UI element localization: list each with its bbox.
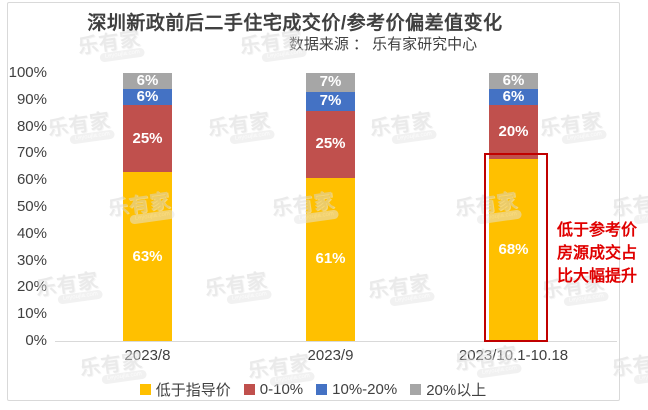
- bar-segment: [489, 158, 538, 341]
- y-axis-tick-label: 20%: [16, 278, 47, 296]
- bar-segment-value-label: 6%: [136, 72, 159, 90]
- highlight-box: [484, 153, 548, 342]
- bar-segment-value-label: 6%: [136, 88, 159, 106]
- legend-swatch: [316, 384, 328, 395]
- bar-segment: [123, 73, 172, 90]
- bar-segment: [123, 105, 172, 173]
- x-axis-category-label: 2023/8: [124, 347, 171, 364]
- x-axis-category-label: 2023/10.1-10.18: [458, 347, 569, 364]
- legend-item: 10%-20%: [316, 381, 397, 398]
- legend-label: 0-10%: [259, 381, 304, 398]
- legend-label: 10%-20%: [332, 381, 398, 398]
- y-axis-tick-label: 40%: [16, 224, 47, 242]
- y-axis-tick-label: 0%: [25, 332, 47, 349]
- bar-segment-value-label: 68%: [498, 240, 529, 258]
- bar-segment-value-label: 7%: [319, 73, 342, 91]
- y-axis-tick-label: 50%: [16, 198, 47, 215]
- legend-item: 0-10%: [243, 381, 304, 398]
- x-axis-category-label: 2023/9: [307, 347, 354, 364]
- y-axis-tick-label: 30%: [16, 251, 47, 269]
- annotation-text: 低于参考价 房源成交占 比大幅提升: [557, 222, 638, 285]
- legend-item: 低于指导价: [139, 379, 231, 400]
- legend-label: 低于指导价: [155, 382, 231, 399]
- y-axis-tick-label: 10%: [16, 305, 47, 323]
- bar-segment: [306, 110, 355, 178]
- bar-segment: [123, 89, 172, 106]
- bar-segment: [306, 177, 355, 341]
- chart-title: 深圳新政前后二手住宅成交价/参考价偏差值变化: [87, 13, 503, 34]
- legend-swatch: [139, 384, 151, 395]
- bar-segment-value-label: 63%: [132, 247, 163, 265]
- bar-segment-value-label: 25%: [315, 135, 346, 153]
- y-axis-tick-label: 70%: [16, 144, 47, 162]
- bar-segment-value-label: 25%: [132, 129, 163, 147]
- bar-segment-value-label: 6%: [502, 72, 525, 90]
- bar-segment: [489, 73, 538, 90]
- bar-segment: [306, 91, 355, 111]
- bar-segment-value-label: 6%: [502, 88, 525, 106]
- x-axis-line: [55, 341, 617, 342]
- bar-segment-value-label: 61%: [315, 250, 346, 268]
- y-axis-tick-label: 100%: [8, 64, 47, 81]
- y-axis-tick-label: 90%: [16, 90, 47, 108]
- y-axis-tick-label: 60%: [16, 171, 47, 189]
- legend: 低于指导价 0-10% 10%-20% 20%以上: [7, 379, 619, 400]
- data-source-label: 数据来源 ： 乐有家研究中心: [288, 36, 478, 53]
- legend-swatch: [243, 384, 255, 395]
- legend-swatch: [410, 384, 422, 395]
- bar-segment: [123, 172, 172, 341]
- bar-segment: [306, 73, 355, 92]
- y-axis-tick-label: 80%: [16, 117, 47, 135]
- bar-segment-value-label: 7%: [319, 92, 342, 110]
- legend-item: 20%以上: [410, 379, 486, 400]
- bar-segment: [489, 105, 538, 159]
- bar-segment-value-label: 20%: [498, 122, 529, 140]
- bar-segment: [489, 89, 538, 106]
- legend-label: 20%以上: [426, 382, 487, 399]
